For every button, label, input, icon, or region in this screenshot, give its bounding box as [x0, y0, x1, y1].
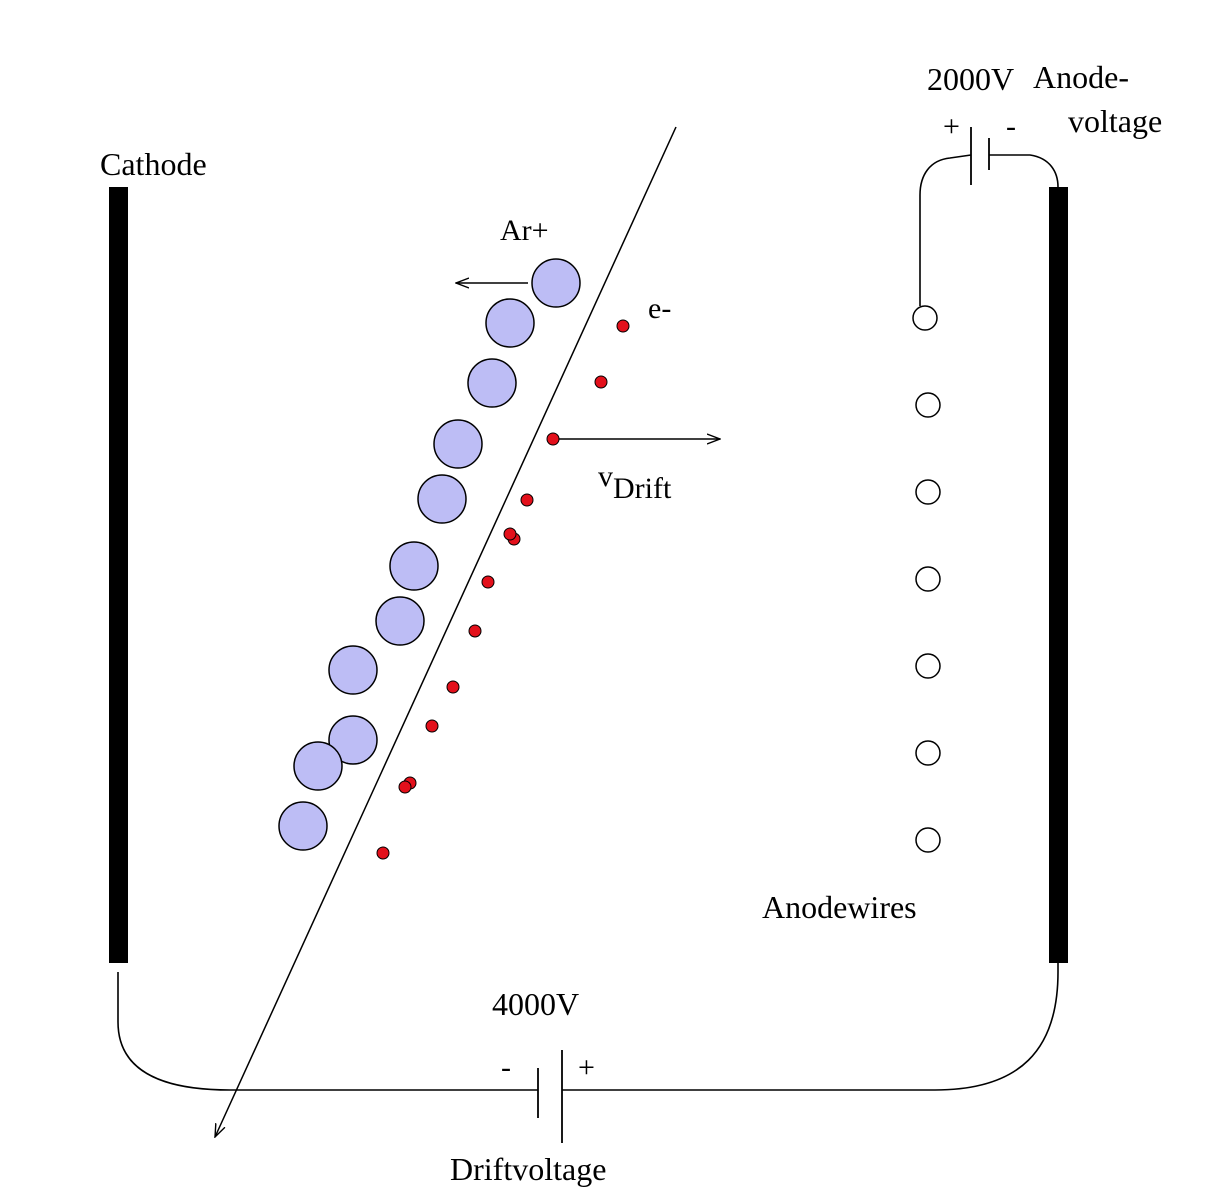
cathode-plate	[109, 187, 128, 963]
electron	[468, 624, 482, 638]
ar-ion	[485, 298, 535, 348]
anodewires-label: Anodewires	[762, 889, 917, 925]
electron	[594, 375, 608, 389]
electron	[520, 493, 534, 507]
ar-ion	[328, 715, 378, 765]
anode-wire	[915, 479, 941, 505]
anode-voltage-name-line2: voltage	[1068, 103, 1162, 139]
ar-ion	[417, 474, 467, 524]
anode-wire	[915, 566, 941, 592]
anode-wire	[912, 305, 938, 331]
v-drift-label: vDrift	[598, 460, 672, 505]
anode-wire	[915, 740, 941, 766]
drift-voltage-wire-right	[562, 963, 1059, 1091]
anode-plus-sign: +	[943, 110, 960, 143]
ar-ion	[375, 596, 425, 646]
ar-ion	[467, 358, 517, 408]
anode-wire	[915, 392, 941, 418]
electron	[616, 319, 630, 333]
drift-plus-sign: +	[578, 1051, 595, 1084]
ar-ion	[278, 801, 328, 851]
ar-ion	[433, 419, 483, 469]
ar-ion	[328, 645, 378, 695]
anode-wires	[912, 305, 941, 853]
drift-minus-sign: -	[501, 1051, 511, 1084]
anode-plate	[1049, 187, 1068, 963]
electron	[546, 432, 560, 446]
v-drift-symbol: v	[598, 460, 613, 493]
anode-voltage-wire	[919, 154, 1059, 306]
ar-plus-label: Ar+	[500, 214, 549, 247]
e-minus-label: e-	[648, 292, 671, 325]
electrons	[376, 319, 630, 860]
anode-wire	[915, 827, 941, 853]
anode-voltage-value: 2000V	[927, 61, 1014, 97]
ar-ion	[293, 741, 343, 791]
anode-voltage-name-line1: Anode-	[1033, 59, 1129, 95]
ar-ion	[389, 541, 439, 591]
drift-voltage-wire-left	[117, 972, 538, 1091]
electron	[425, 719, 439, 733]
electron	[481, 575, 495, 589]
electron	[398, 780, 412, 794]
anode-wire	[915, 653, 941, 679]
electron	[376, 846, 390, 860]
drift-voltage-name: Driftvoltage	[450, 1151, 606, 1187]
ar-ions	[278, 258, 581, 851]
particle-track	[215, 126, 677, 1137]
cathode-label: Cathode	[100, 146, 207, 182]
v-drift-subscript: Drift	[613, 472, 672, 505]
drift-voltage-value: 4000V	[492, 986, 579, 1022]
ar-ion	[531, 258, 581, 308]
electron	[503, 527, 517, 541]
electron	[446, 680, 460, 694]
anode-minus-sign: -	[1006, 110, 1016, 143]
